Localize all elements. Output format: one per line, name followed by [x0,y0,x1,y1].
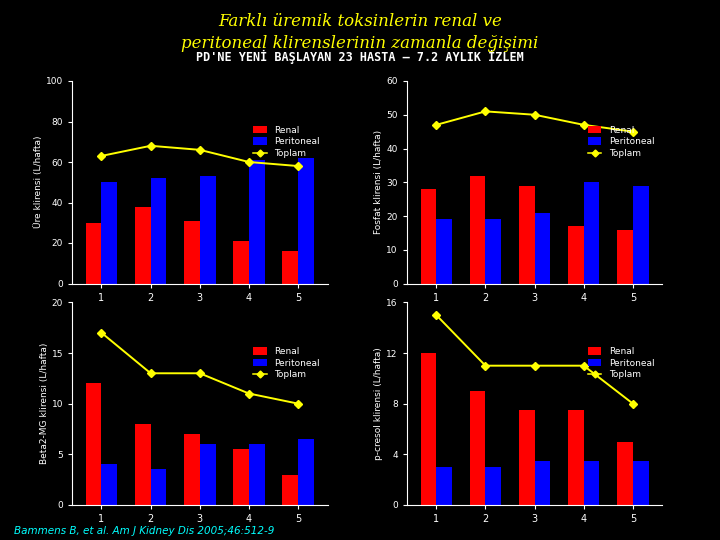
Bar [282,251,298,284]
Bar [200,176,215,284]
Bar [617,442,633,505]
Bar [519,410,534,505]
Bar [568,226,584,284]
Bar [102,183,117,284]
Bar [298,158,314,284]
Bar [617,230,633,284]
Bar [469,391,485,505]
Bar [200,444,215,505]
Bar [436,219,452,284]
Bar [469,176,485,284]
Bar [150,469,166,505]
Bar [534,461,550,505]
Legend: Renal, Peritoneal, Toplam: Renal, Peritoneal, Toplam [584,122,658,161]
Y-axis label: Beta2-MG klirensi (L/hafta): Beta2-MG klirensi (L/hafta) [40,343,49,464]
Bar [135,424,150,505]
Bar [184,221,199,284]
Bar [436,467,452,505]
Bar [249,160,265,284]
Bar [420,353,436,505]
Text: peritoneal klirenslerinin zamanla değişimi: peritoneal klirenslerinin zamanla değişi… [181,35,539,52]
Legend: Renal, Peritoneal, Toplam: Renal, Peritoneal, Toplam [249,343,323,383]
Bar [249,444,265,505]
Bar [86,222,102,284]
Bar [584,461,600,505]
Text: Bammens B, et al. Am J Kidney Dis 2005;46:512-9: Bammens B, et al. Am J Kidney Dis 2005;4… [14,525,275,536]
Bar [150,178,166,284]
Text: Farklı üremik toksinlerin renal ve: Farklı üremik toksinlerin renal ve [218,14,502,30]
Legend: Renal, Peritoneal, Toplam: Renal, Peritoneal, Toplam [249,122,323,161]
Bar [233,241,249,284]
Bar [420,189,436,284]
Y-axis label: Üre klirensi (L/hafta): Üre klirensi (L/hafta) [34,136,43,228]
Text: PD'NE YENİ BAŞLAYAN 23 HASTA – 7.2 AYLIK İZLEM: PD'NE YENİ BAŞLAYAN 23 HASTA – 7.2 AYLIK… [196,50,524,64]
Bar [534,213,550,284]
Legend: Renal, Peritoneal, Toplam: Renal, Peritoneal, Toplam [584,343,658,383]
Bar [485,467,501,505]
Bar [298,439,314,505]
Bar [184,434,199,505]
Bar [135,206,150,284]
Bar [282,475,298,505]
Y-axis label: p-cresol klirensi (L/hafta): p-cresol klirensi (L/hafta) [374,347,384,460]
Bar [568,410,584,505]
Bar [519,186,534,284]
Bar [102,464,117,505]
Bar [86,383,102,505]
Bar [233,449,249,505]
Y-axis label: Fosfat klirensi (L/hafta): Fosfat klirensi (L/hafta) [374,130,384,234]
Bar [633,186,649,284]
Bar [584,183,600,284]
Bar [485,219,501,284]
Bar [633,461,649,505]
